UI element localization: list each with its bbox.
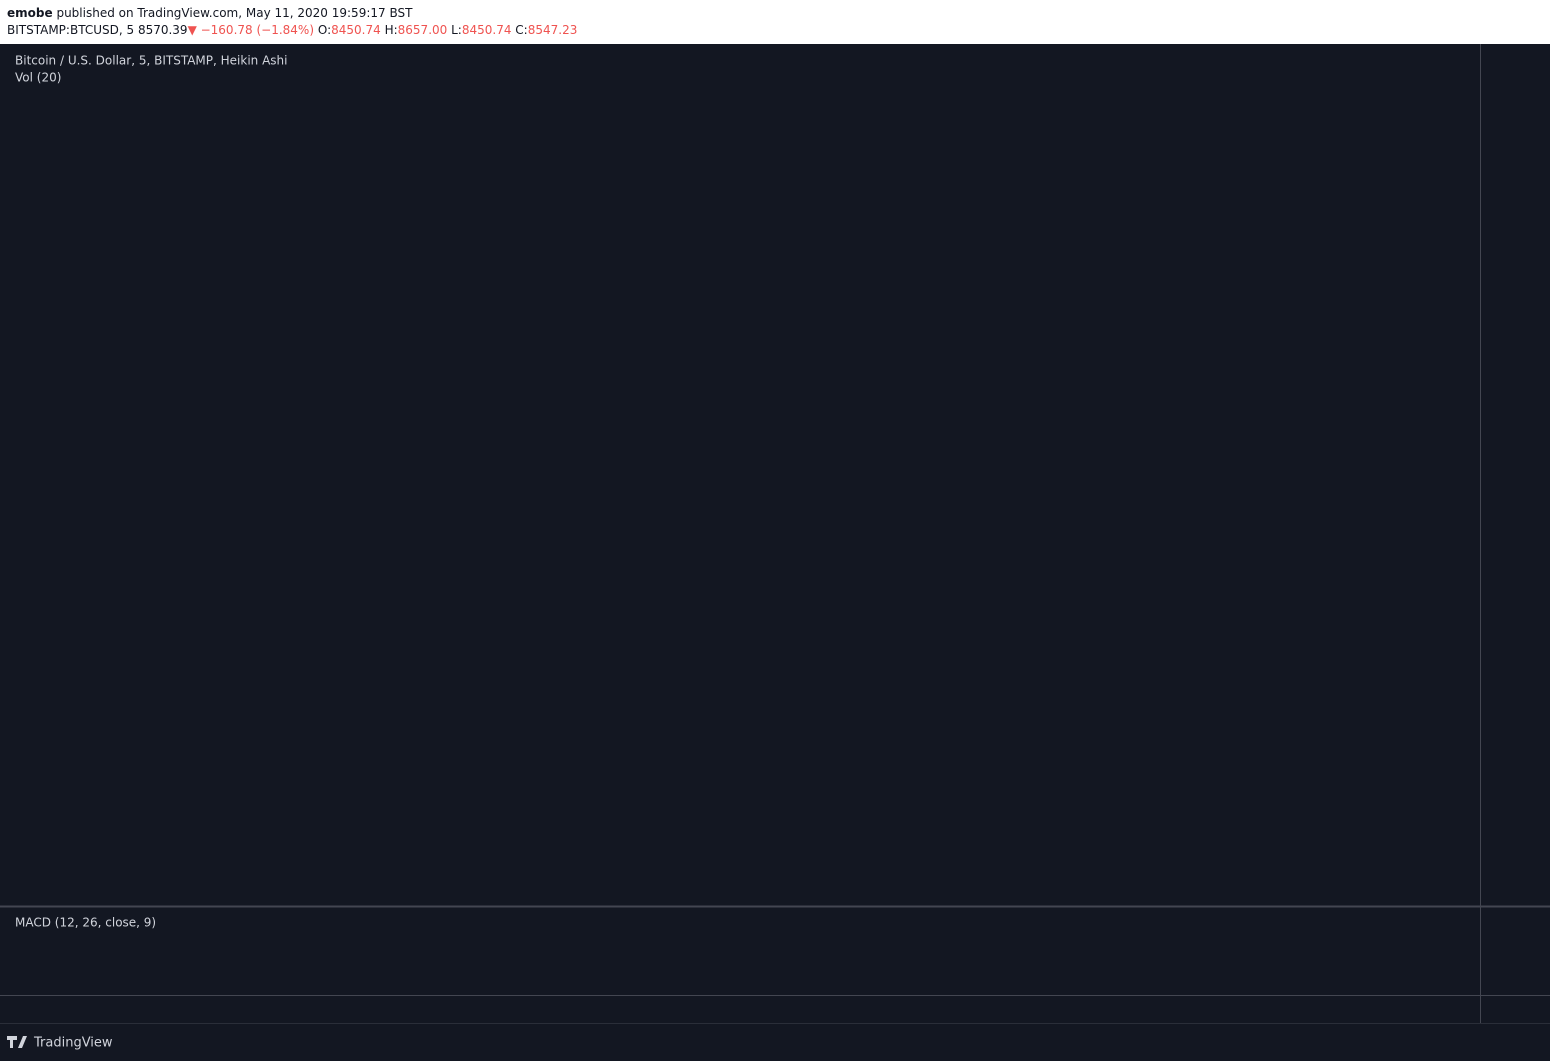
- user: emobe: [7, 6, 53, 20]
- macd-legend: MACD (12, 26, close, 9): [15, 916, 156, 930]
- footer-brand: TradingView: [33, 1036, 113, 1051]
- chart-bg: [0, 44, 1550, 1061]
- header-line: emobe published on TradingView.com, May …: [7, 6, 413, 20]
- o: 8450.74: [331, 23, 381, 37]
- symbol-line: BITSTAMP:BTCUSD, 5 8570.39▼ −160.78 (−1.…: [7, 23, 577, 37]
- published: published on TradingView.com, May 11, 20…: [56, 6, 413, 20]
- o-label: O:: [318, 23, 331, 37]
- l-label: L:: [451, 23, 462, 37]
- logo: [7, 1036, 27, 1048]
- h: 8657.00: [398, 23, 448, 37]
- header-bg: [0, 0, 1550, 44]
- h-label: H:: [385, 23, 398, 37]
- volume-legend: Vol (20): [15, 71, 61, 85]
- change: ▼ −160.78 (−1.84%): [188, 23, 314, 37]
- price: 8570.39: [138, 23, 188, 37]
- c-label: C:: [515, 23, 527, 37]
- symbol: BITSTAMP:BTCUSD, 5: [7, 23, 134, 37]
- c: 8547.23: [528, 23, 578, 37]
- main-legend: Bitcoin / U.S. Dollar, 5, BITSTAMP, Heik…: [15, 54, 287, 68]
- l: 8450.74: [462, 23, 512, 37]
